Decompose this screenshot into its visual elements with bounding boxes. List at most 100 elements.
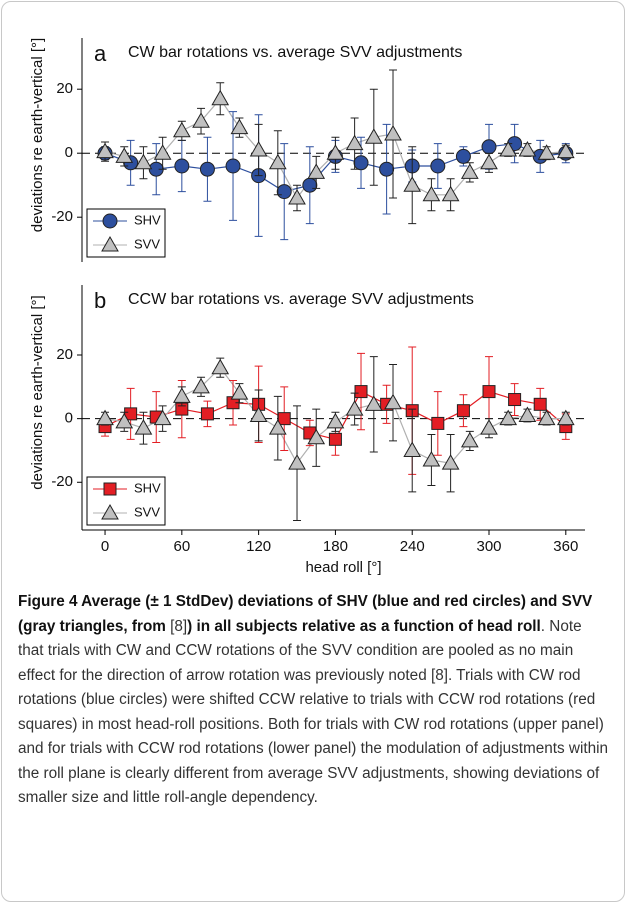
marker [460, 431, 479, 448]
marker [345, 400, 364, 416]
marker [556, 142, 575, 159]
marker [345, 134, 364, 151]
y-tick-label: -20 [51, 208, 73, 225]
marker [354, 385, 368, 399]
marker [230, 384, 249, 400]
marker [499, 140, 518, 157]
marker [101, 503, 119, 520]
marker [268, 419, 287, 435]
marker [115, 147, 134, 163]
y-tick-label: 20 [56, 346, 73, 363]
marker [364, 395, 383, 411]
marker [134, 419, 153, 435]
marker [172, 121, 191, 138]
marker [199, 161, 215, 177]
caption-title: Figure 4 Average (± 1 StdDev) deviations… [18, 593, 593, 635]
y-tick-label: -20 [51, 473, 73, 490]
legend-box [86, 476, 166, 526]
marker [328, 432, 342, 446]
marker [456, 404, 470, 418]
legend-label: SHV [134, 212, 161, 227]
figure: -20 0 20 deviations re earth-vertical [°] a C… [29, 38, 585, 576]
marker [403, 176, 422, 192]
marker [153, 409, 172, 426]
y-tick-label: 20 [56, 80, 73, 97]
marker [302, 177, 318, 193]
chart-title: CW bar rotations vs. average SVV adjustm… [128, 44, 462, 61]
marker [480, 153, 498, 170]
marker [384, 124, 402, 141]
x-tick-label: 240 [400, 538, 425, 555]
marker [225, 158, 241, 174]
marker [101, 235, 119, 252]
marker [499, 409, 518, 426]
marker [192, 112, 210, 128]
marker [537, 409, 556, 426]
marker [533, 397, 547, 411]
chart-title: CCW bar rotations vs. average SVV adjust… [128, 291, 474, 308]
legend-label: SHV [134, 480, 161, 495]
marker [430, 158, 446, 174]
marker [480, 419, 498, 435]
x-tick-label: 360 [553, 538, 578, 555]
marker [153, 144, 172, 160]
marker [508, 393, 522, 407]
marker [326, 412, 345, 429]
marker [326, 144, 345, 160]
marker [192, 377, 210, 394]
x-tick-label: 60 [173, 538, 190, 555]
marker [422, 185, 441, 202]
y-axis-label: deviations re earth-vertical [°] [29, 38, 46, 232]
marker [441, 454, 460, 470]
marker [211, 89, 230, 106]
x-tick-label: 0 [101, 538, 109, 555]
marker [379, 161, 395, 177]
caption-title: ) in all subjects relative as a function… [187, 617, 541, 635]
panel-label: a [94, 41, 107, 66]
marker [268, 153, 287, 170]
marker [422, 450, 441, 467]
marker [364, 128, 383, 144]
marker [518, 406, 537, 422]
y-tick-label: 0 [65, 144, 73, 161]
marker [556, 409, 575, 426]
x-tick-label: 180 [323, 538, 348, 555]
marker [230, 118, 249, 135]
marker [134, 153, 153, 170]
marker [353, 155, 369, 171]
marker [482, 385, 496, 399]
y-tick-label: 0 [65, 410, 73, 427]
panel-label: b [94, 288, 106, 313]
y-axis-label: deviations re earth-vertical [°] [29, 295, 46, 489]
marker [307, 428, 326, 445]
marker [384, 393, 402, 410]
marker [277, 412, 291, 426]
marker [431, 416, 445, 430]
x-axis-label: head roll [°] [305, 559, 381, 576]
marker [481, 139, 497, 155]
marker [102, 213, 118, 229]
marker [441, 185, 460, 202]
marker [103, 482, 117, 496]
marker [172, 387, 191, 403]
marker [200, 407, 214, 421]
marker [96, 409, 114, 426]
marker [537, 144, 556, 160]
marker [403, 441, 422, 457]
legend-label: SVV [134, 504, 160, 519]
marker [455, 148, 471, 164]
marker [249, 140, 268, 157]
legend-label: SVV [134, 236, 160, 251]
x-tick-label: 300 [476, 538, 501, 555]
marker [249, 406, 268, 422]
marker [115, 412, 134, 429]
caption-ref: [8] [170, 617, 188, 635]
legend-box [86, 208, 166, 258]
marker [307, 163, 326, 179]
marker [288, 188, 306, 205]
caption-text: . Note that trials with CW and CCW rotat… [18, 617, 609, 807]
marker [460, 163, 479, 179]
marker [276, 184, 292, 200]
marker [96, 142, 114, 159]
